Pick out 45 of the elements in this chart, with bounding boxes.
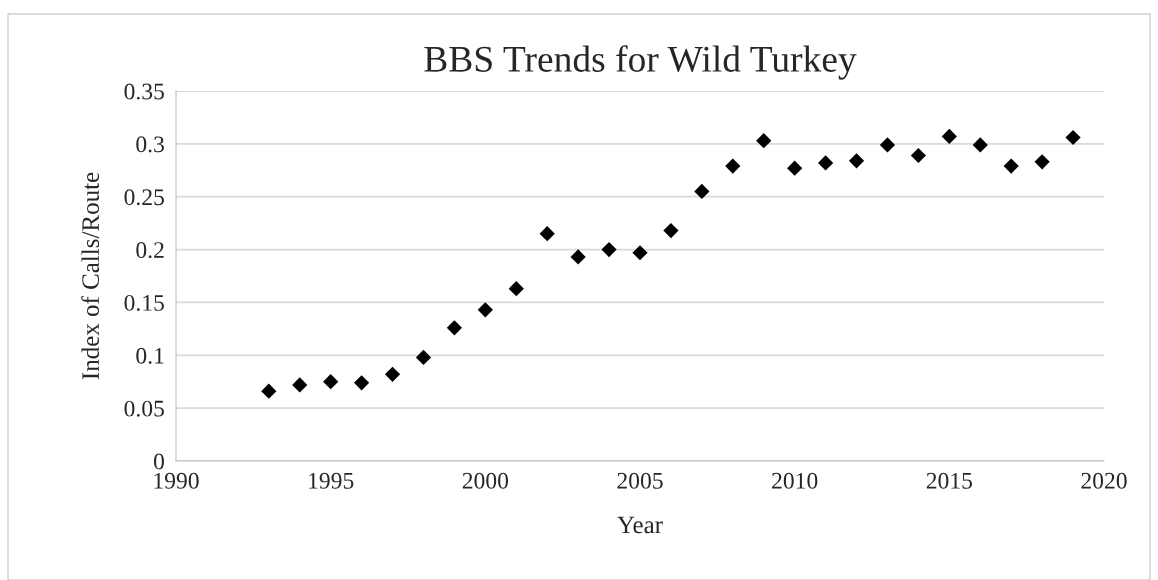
point	[261, 383, 277, 399]
point	[292, 377, 308, 393]
x-tick-label: 2015	[926, 472, 973, 489]
y-tick-label: 0.25	[124, 189, 164, 206]
chart-title: BBS Trends for Wild Turkey	[424, 45, 857, 80]
point	[601, 241, 617, 258]
point	[848, 153, 865, 169]
point	[1065, 129, 1081, 146]
y-axis-title: Index of Calls/Route	[81, 172, 100, 380]
point	[725, 158, 741, 174]
point	[787, 160, 803, 176]
y-tick-label: 0.2	[136, 242, 164, 259]
point	[415, 349, 432, 366]
point	[879, 137, 896, 153]
y-tick-label: 0.15	[124, 294, 164, 311]
y-tick-label: 0.05	[124, 400, 164, 417]
x-tick-label: 1995	[309, 472, 354, 489]
point	[817, 155, 834, 171]
point	[323, 374, 339, 390]
point	[632, 245, 648, 261]
x-tick-label: 1990	[154, 472, 199, 489]
point	[570, 249, 586, 265]
point	[972, 137, 988, 153]
point	[384, 366, 401, 382]
x-tick-label: 2000	[462, 472, 509, 489]
point	[756, 133, 772, 149]
y-tick-label: 0.3	[136, 136, 164, 153]
y-tick-label: 0	[153, 453, 164, 470]
point	[910, 147, 927, 164]
point	[446, 320, 463, 336]
x-tick-label: 2010	[772, 472, 818, 489]
y-tick-label: 0.1	[136, 347, 164, 364]
point	[508, 281, 524, 297]
x-tick-label: 2005	[617, 472, 663, 489]
point	[1034, 154, 1050, 170]
x-axis-title: Year	[617, 516, 663, 534]
point	[663, 222, 679, 239]
point	[1003, 158, 1019, 174]
point	[477, 302, 493, 318]
point	[694, 183, 710, 200]
point	[353, 375, 370, 391]
y-tick-label: 0.35	[124, 83, 164, 100]
point	[941, 128, 957, 145]
point	[539, 226, 555, 242]
x-tick-label: 2020	[1081, 472, 1127, 489]
